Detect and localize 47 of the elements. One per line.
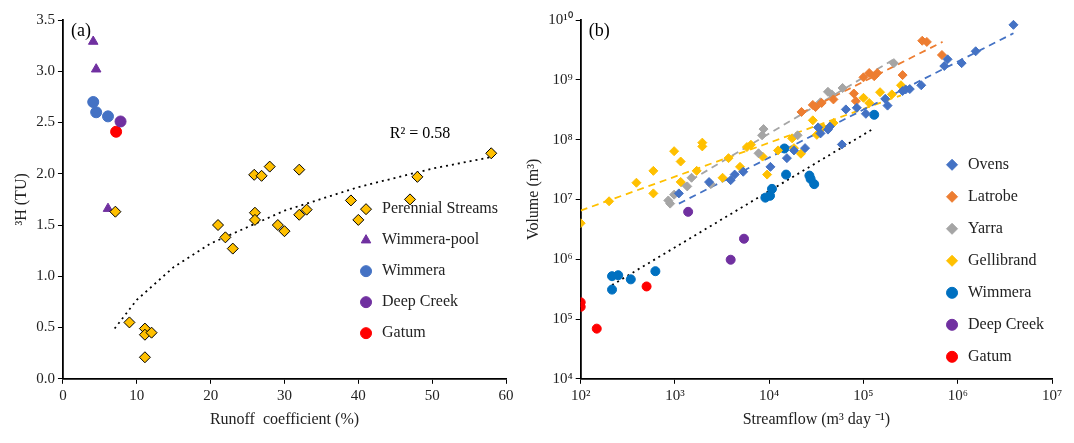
y-tick-label: 10⁶ — [552, 250, 573, 267]
legend-label: Deep Creek — [968, 315, 1045, 333]
x-tick-label: 10 — [129, 386, 145, 403]
x-tick-label: 10² — [570, 386, 591, 403]
legend-label: Gatum — [968, 347, 1013, 364]
y-tick-label: 0.0 — [36, 369, 55, 386]
y-tick-label: 10⁷ — [552, 190, 573, 207]
y-tick-label: 1.0 — [36, 267, 55, 284]
x-tick-label: 20 — [203, 386, 219, 403]
legend-label: Gellibrand — [968, 251, 1037, 268]
legend-label: Yarra — [968, 219, 1003, 236]
x-tick-label: 10⁵ — [853, 386, 874, 403]
chart-title: (a) — [70, 19, 91, 41]
legend-label: Latrobe — [968, 187, 1018, 204]
legend-label: Perennial Streams — [382, 199, 498, 217]
x-tick-label: 0 — [59, 386, 67, 403]
x-tick-label: 10⁶ — [947, 386, 968, 403]
x-tick-label: 60 — [498, 386, 514, 403]
x-tick-label: 10⁴ — [759, 386, 780, 403]
x-tick-label: 40 — [350, 386, 366, 403]
y-tick-label: 2.5 — [36, 113, 55, 130]
y-tick-label: 10¹⁰ — [548, 10, 573, 27]
y-tick-label: 10⁵ — [552, 309, 573, 326]
y-tick-label: 2.0 — [36, 164, 55, 181]
legend-label: Deep Creek — [382, 292, 458, 311]
annotation: R² = 0.58 — [389, 123, 451, 141]
y-tick-label: 0.5 — [36, 318, 55, 335]
x-tick-label: 10³ — [665, 386, 686, 403]
y-tick-label: 10⁴ — [552, 369, 573, 386]
y-tick-label: 1.5 — [36, 215, 55, 232]
x-tick-label: 30 — [276, 386, 292, 403]
legend-label: Wimmera — [382, 261, 446, 279]
legend-label: Wimmera-pool — [382, 230, 480, 249]
x-axis-title: Runoff coefficient (%) — [209, 409, 360, 428]
y-tick-label: 3.0 — [36, 62, 55, 79]
x-axis-title: Streamflow (m³ day ⁻¹) — [742, 409, 891, 428]
chart-title: (b) — [588, 19, 610, 41]
y-tick-label: 3.5 — [36, 10, 55, 27]
legend-label: Wimmera — [968, 283, 1032, 300]
legend-label: Ovens — [968, 155, 1009, 172]
y-axis-title: Volume (m³) — [523, 158, 542, 241]
y-axis-title: ³H (TU) — [11, 173, 30, 226]
y-tick-label: 10⁹ — [552, 70, 573, 87]
legend-label: Gatum — [382, 323, 427, 341]
x-tick-label: 10⁷ — [1041, 386, 1063, 403]
x-tick-label: 50 — [424, 386, 440, 403]
y-tick-label: 10⁸ — [552, 130, 573, 147]
